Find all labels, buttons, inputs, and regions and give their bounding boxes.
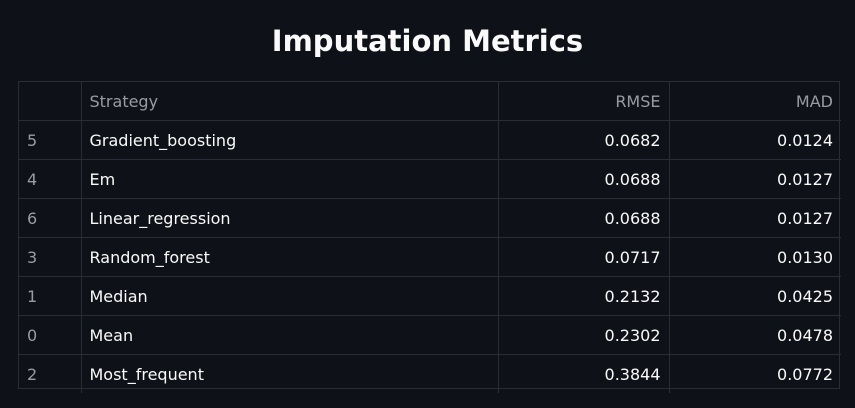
table-row: 4 Em 0.0688 0.0127 (19, 159, 841, 199)
row-index: 4 (19, 159, 82, 199)
row-rmse: 0.0688 (498, 198, 670, 238)
row-index: 2 (19, 354, 82, 393)
row-index: 5 (19, 120, 82, 160)
header-index[interactable] (19, 82, 82, 121)
row-strategy: Em (81, 159, 499, 199)
table-row: 2 Most_frequent 0.3844 0.0772 (19, 354, 841, 393)
row-rmse: 0.0688 (498, 159, 670, 199)
row-mad: 0.0478 (669, 315, 841, 355)
row-strategy: Most_frequent (81, 354, 499, 393)
row-index: 3 (19, 237, 82, 277)
header-mad[interactable]: MAD (669, 82, 841, 121)
row-strategy: Linear_regression (81, 198, 499, 238)
header-strategy[interactable]: Strategy (81, 82, 499, 121)
row-mad: 0.0772 (777, 364, 833, 384)
row-rmse: 0.0682 (498, 120, 670, 160)
row-strategy: Median (81, 276, 499, 316)
table-row: 3 Random_forest 0.0717 0.0130 (19, 237, 841, 277)
row-rmse: 0.2132 (498, 276, 670, 316)
row-mad: 0.0127 (669, 159, 841, 199)
table-row: 0 Mean 0.2302 0.0478 (19, 315, 841, 355)
table-header-row: Strategy RMSE MAD (19, 82, 841, 121)
page-title: Imputation Metrics (271, 24, 584, 58)
row-strategy: Random_forest (81, 237, 499, 277)
row-index: 6 (19, 198, 82, 238)
row-strategy: Mean (81, 315, 499, 355)
row-rmse: 0.3844 (498, 354, 670, 393)
metrics-table: Strategy RMSE MAD 5 Gradient_boosting 0.… (18, 81, 841, 393)
row-rmse: 0.2302 (498, 315, 670, 355)
table-row: 1 Median 0.2132 0.0425 (19, 276, 841, 316)
row-mad: 0.0124 (669, 120, 841, 160)
row-strategy: Gradient_boosting (81, 120, 499, 160)
row-index: 0 (19, 315, 82, 355)
row-rmse: 0.0717 (498, 237, 670, 277)
metrics-table-grid: Strategy RMSE MAD 5 Gradient_boosting 0.… (19, 82, 841, 393)
row-mad: 0.0425 (669, 276, 841, 316)
header-rmse[interactable]: RMSE (498, 82, 670, 121)
row-mad: 0.0127 (669, 198, 841, 238)
row-index: 1 (19, 276, 82, 316)
table-row: 5 Gradient_boosting 0.0682 0.0124 (19, 120, 841, 160)
table-row: 6 Linear_regression 0.0688 0.0127 (19, 198, 841, 238)
row-mad: 0.0130 (669, 237, 841, 277)
